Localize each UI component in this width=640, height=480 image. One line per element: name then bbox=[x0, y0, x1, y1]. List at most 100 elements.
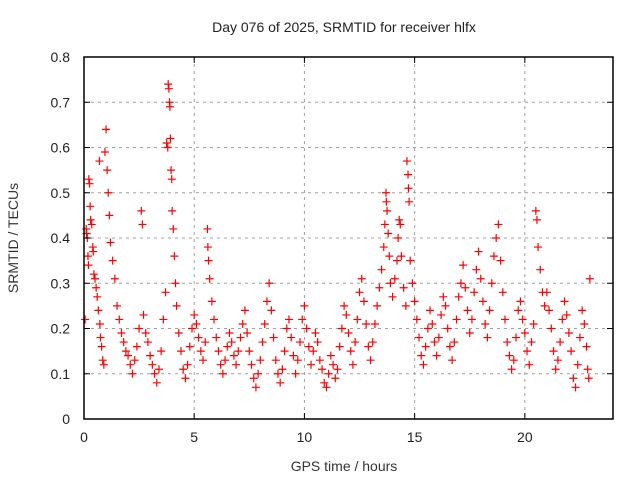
y-tick-label: 0 bbox=[62, 411, 70, 427]
data-point bbox=[280, 347, 289, 356]
grid-lines bbox=[84, 57, 613, 419]
data-point bbox=[384, 229, 393, 238]
data-point bbox=[404, 184, 413, 193]
data-point bbox=[135, 324, 144, 333]
data-point bbox=[87, 220, 96, 229]
data-point bbox=[523, 347, 532, 356]
data-point bbox=[152, 378, 161, 387]
data-point bbox=[254, 369, 263, 378]
data-point bbox=[439, 292, 448, 301]
data-point bbox=[291, 369, 300, 378]
data-point bbox=[289, 351, 298, 360]
data-point bbox=[307, 360, 316, 369]
data-point bbox=[351, 338, 360, 347]
data-point bbox=[83, 252, 92, 261]
data-point bbox=[146, 351, 155, 360]
data-point bbox=[93, 292, 102, 301]
data-point bbox=[162, 138, 171, 147]
data-point bbox=[580, 319, 589, 328]
data-point bbox=[96, 333, 105, 342]
data-point bbox=[201, 338, 210, 347]
data-point bbox=[463, 306, 472, 315]
data-point bbox=[179, 365, 188, 374]
data-point bbox=[89, 270, 98, 279]
y-tick-label: 0.3 bbox=[51, 275, 71, 291]
data-point bbox=[399, 283, 408, 292]
data-point bbox=[185, 342, 194, 351]
data-point bbox=[472, 265, 481, 274]
data-point bbox=[377, 265, 386, 274]
data-point bbox=[199, 356, 208, 365]
data-point bbox=[167, 166, 176, 175]
data-point bbox=[483, 333, 492, 342]
data-point bbox=[571, 383, 580, 392]
data-point bbox=[94, 306, 103, 315]
data-point bbox=[232, 360, 241, 369]
data-point bbox=[102, 125, 111, 134]
x-tick-label: 10 bbox=[297, 429, 313, 445]
data-point bbox=[218, 369, 227, 378]
data-point bbox=[415, 333, 424, 342]
data-point bbox=[461, 283, 470, 292]
data-point bbox=[335, 342, 344, 351]
data-point bbox=[470, 288, 479, 297]
data-point bbox=[130, 356, 139, 365]
data-point bbox=[489, 252, 498, 261]
data-point bbox=[227, 338, 236, 347]
data-point bbox=[167, 175, 176, 184]
data-point bbox=[304, 342, 313, 351]
data-point bbox=[527, 338, 536, 347]
data-point bbox=[124, 351, 133, 360]
data-point bbox=[337, 324, 346, 333]
data-point bbox=[385, 252, 394, 261]
data-point bbox=[531, 206, 540, 215]
data-point bbox=[492, 234, 501, 242]
data-point bbox=[357, 274, 366, 283]
data-point bbox=[454, 292, 463, 301]
x-axis-label: GPS time / hours bbox=[291, 458, 398, 474]
data-point bbox=[296, 338, 305, 347]
data-point bbox=[520, 329, 529, 338]
data-point bbox=[518, 315, 527, 324]
data-point bbox=[139, 310, 148, 319]
data-point bbox=[205, 274, 214, 283]
data-point bbox=[265, 279, 274, 288]
data-point bbox=[207, 297, 216, 306]
data-point bbox=[157, 347, 166, 356]
data-point bbox=[534, 243, 543, 252]
data-point bbox=[556, 338, 565, 347]
data-point bbox=[333, 365, 342, 374]
data-point bbox=[359, 297, 368, 306]
data-point bbox=[188, 324, 197, 333]
data-point bbox=[386, 279, 395, 288]
data-point bbox=[394, 234, 403, 242]
data-point bbox=[392, 256, 401, 265]
data-point bbox=[267, 306, 276, 315]
data-point bbox=[196, 347, 205, 356]
data-point bbox=[234, 347, 243, 356]
data-point bbox=[465, 329, 474, 338]
data-point bbox=[84, 261, 93, 270]
data-point bbox=[168, 206, 177, 215]
data-point bbox=[583, 365, 592, 374]
axis-ticks bbox=[83, 56, 613, 420]
data-point bbox=[318, 365, 327, 374]
y-tick-label: 0.8 bbox=[51, 49, 71, 65]
data-point bbox=[428, 319, 437, 328]
x-tick-label: 20 bbox=[517, 429, 533, 445]
data-point bbox=[324, 369, 333, 378]
data-point bbox=[92, 283, 101, 292]
data-point bbox=[412, 315, 421, 324]
data-point bbox=[229, 351, 238, 360]
data-point bbox=[194, 333, 203, 342]
data-point bbox=[216, 360, 225, 369]
data-point bbox=[450, 338, 459, 347]
data-point bbox=[183, 360, 192, 369]
y-tick-label: 0.1 bbox=[51, 366, 71, 382]
data-point bbox=[381, 188, 390, 197]
data-point bbox=[170, 252, 179, 261]
data-point bbox=[410, 297, 419, 306]
data-point bbox=[164, 84, 173, 93]
data-point bbox=[498, 288, 507, 297]
